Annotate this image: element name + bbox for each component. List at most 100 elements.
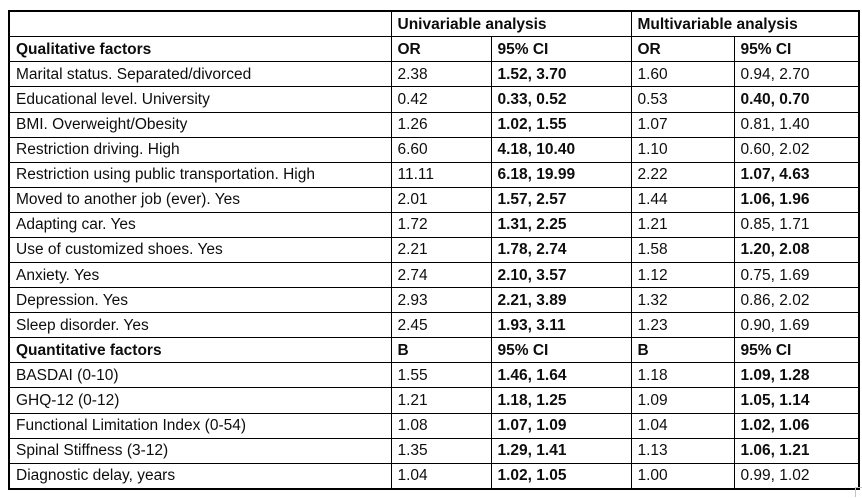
uni-estimate: 2.01 <box>390 186 492 213</box>
multi-estimate: 1.00 <box>630 462 735 490</box>
table-row: Restriction driving. High 6.60 4.18, 10.40… <box>8 136 860 163</box>
qualitative-section-label: Qualitative factors <box>8 36 392 63</box>
multi-ci: 1.02, 1.06 <box>733 412 860 439</box>
uni-ci: 1.78, 2.74 <box>490 236 632 263</box>
multi-estimate: 1.58 <box>630 236 735 263</box>
table-row: Anxiety. Yes 2.74 2.10, 3.57 1.12 0.75, 1.69 <box>8 261 860 289</box>
multi-ci: 0.60, 2.02 <box>733 136 860 163</box>
uni-ci: 1.29, 1.41 <box>490 437 632 464</box>
table-row: Spinal Stiffness (3-12) 1.35 1.29, 1.41 1.1… <box>8 437 860 464</box>
factor-label: Use of customized shoes. Yes <box>8 236 392 263</box>
multi-ci: 1.06, 1.96 <box>733 186 860 213</box>
uni-ci: 1.02, 1.55 <box>490 111 632 138</box>
table-row: Depression. Yes 2.93 2.21, 3.89 1.32 0.86, 2… <box>8 287 860 314</box>
multi-ci: 0.86, 2.02 <box>733 287 860 314</box>
multi-estimate: 1.18 <box>630 362 735 389</box>
multi-ci: 1.05, 1.14 <box>733 387 860 414</box>
table-row: Adapting car. Yes 1.72 1.31, 2.25 1.21 0.85,… <box>8 211 860 238</box>
factor-label: Adapting car. Yes <box>8 211 392 238</box>
factor-label: Functional Limitation Index (0-54) <box>8 412 392 439</box>
multi-estimate: 1.12 <box>630 261 735 289</box>
results-table: Univariable analysis Multivariable analy… <box>8 10 860 490</box>
uni-ci: 1.93, 3.11 <box>490 312 632 339</box>
uni-estimate: 2.74 <box>390 261 492 289</box>
qualitative-rows-section: Marital status. Separated/divorced 2.38 1.… <box>8 61 860 339</box>
table-resize-handle[interactable] <box>855 487 862 497</box>
uni-estimate: 1.35 <box>390 437 492 464</box>
multi-ci: 1.07, 4.63 <box>733 161 860 188</box>
multi-estimate: 1.32 <box>630 287 735 314</box>
univariable-analysis-header: Univariable analysis <box>390 10 632 38</box>
multi-estimate: 1.07 <box>630 111 735 138</box>
quantitative-section-label: Quantitative factors <box>8 337 392 364</box>
multi-estimate: 1.09 <box>630 387 735 414</box>
factor-label: Educational level. University <box>8 86 392 113</box>
group-header-row: Univariable analysis Multivariable analy… <box>8 10 860 38</box>
multi-estimate: 1.13 <box>630 437 735 464</box>
uni-estimate: 1.08 <box>390 412 492 439</box>
multi-ci: 0.75, 1.69 <box>733 261 860 289</box>
multivariable-analysis-header: Multivariable analysis <box>630 10 860 38</box>
uni-ci-column-header: 95% CI <box>490 337 632 364</box>
table-header-section: Univariable analysis Multivariable analy… <box>8 10 860 63</box>
multi-ci: 0.94, 2.70 <box>733 61 860 88</box>
uni-ci: 1.31, 2.25 <box>490 211 632 238</box>
factor-label: GHQ-12 (0-12) <box>8 387 392 414</box>
multi-ci: 0.40, 0.70 <box>733 86 860 113</box>
multi-estimate: 1.10 <box>630 136 735 163</box>
factor-label: Restriction using public transportation.… <box>8 161 392 188</box>
uni-ci: 2.21, 3.89 <box>490 287 632 314</box>
multi-ci: 1.20, 2.08 <box>733 236 860 263</box>
table-row: Use of customized shoes. Yes 2.21 1.78, 2.… <box>8 236 860 263</box>
multi-or-column-header: OR <box>630 36 735 63</box>
uni-or-column-header: OR <box>390 36 492 63</box>
corner-cell <box>8 10 392 38</box>
table-row: Diagnostic delay, years 1.04 1.02, 1.05 1.0… <box>8 462 860 490</box>
multi-estimate: 2.22 <box>630 161 735 188</box>
multi-estimate: 1.21 <box>630 211 735 238</box>
uni-estimate: 1.72 <box>390 211 492 238</box>
table-row: Educational level. University 0.42 0.33, 0… <box>8 86 860 113</box>
uni-estimate: 2.21 <box>390 236 492 263</box>
multi-ci: 1.06, 1.21 <box>733 437 860 464</box>
multi-ci: 0.90, 1.69 <box>733 312 860 339</box>
uni-estimate: 1.21 <box>390 387 492 414</box>
uni-estimate: 0.42 <box>390 86 492 113</box>
factor-label: Restriction driving. High <box>8 136 392 163</box>
uni-ci: 1.07, 1.09 <box>490 412 632 439</box>
multi-estimate: 0.53 <box>630 86 735 113</box>
uni-estimate: 1.55 <box>390 362 492 389</box>
uni-ci: 1.52, 3.70 <box>490 61 632 88</box>
table-row: Functional Limitation Index (0-54) 1.08 1.… <box>8 412 860 439</box>
uni-ci: 1.18, 1.25 <box>490 387 632 414</box>
multi-estimate: 1.04 <box>630 412 735 439</box>
uni-ci: 1.57, 2.57 <box>490 186 632 213</box>
multi-ci-column-header: 95% CI <box>733 337 860 364</box>
uni-ci: 1.46, 1.64 <box>490 362 632 389</box>
multi-ci: 1.09, 1.28 <box>733 362 860 389</box>
factor-label: Anxiety. Yes <box>8 261 392 289</box>
uni-ci: 0.33, 0.52 <box>490 86 632 113</box>
factor-label: Depression. Yes <box>8 287 392 314</box>
table-row: BASDAI (0-10) 1.55 1.46, 1.64 1.18 1.09, 1.2… <box>8 362 860 389</box>
factor-label: Moved to another job (ever). Yes <box>8 186 392 213</box>
uni-estimate: 6.60 <box>390 136 492 163</box>
multi-estimate: 1.44 <box>630 186 735 213</box>
uni-estimate: 1.26 <box>390 111 492 138</box>
multi-ci: 0.81, 1.40 <box>733 111 860 138</box>
uni-ci-column-header: 95% CI <box>490 36 632 63</box>
multi-ci: 0.99, 1.02 <box>733 462 860 490</box>
table-row: Sleep disorder. Yes 2.45 1.93, 3.11 1.23 0.9… <box>8 312 860 339</box>
quantitative-rows-section: BASDAI (0-10) 1.55 1.46, 1.64 1.18 1.09, 1.2… <box>8 362 860 490</box>
uni-estimate: 2.93 <box>390 287 492 314</box>
multi-estimate: 1.60 <box>630 61 735 88</box>
table-row: GHQ-12 (0-12) 1.21 1.18, 1.25 1.09 1.05, 1.1… <box>8 387 860 414</box>
quantitative-section-header-row: Quantitative factors B 95% CI B 95% CI <box>8 337 860 364</box>
uni-ci: 4.18, 10.40 <box>490 136 632 163</box>
multi-ci-column-header: 95% CI <box>733 36 860 63</box>
uni-estimate: 1.04 <box>390 462 492 490</box>
factor-label: Marital status. Separated/divorced <box>8 61 392 88</box>
uni-b-column-header: B <box>390 337 492 364</box>
uni-estimate: 2.45 <box>390 312 492 339</box>
